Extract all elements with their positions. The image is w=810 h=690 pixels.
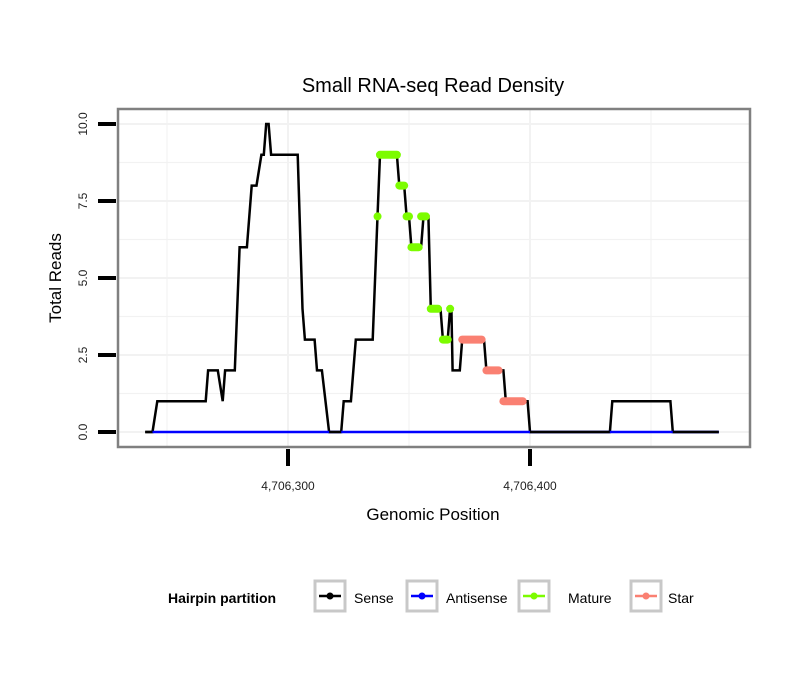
- x-tick-label: 4,706,400: [503, 479, 557, 493]
- y-tick-label: 7.5: [76, 192, 90, 209]
- legend-key-point: [326, 592, 334, 600]
- series-layer: [145, 122, 719, 434]
- y-axis: 0.0 2.5 5.0 7.5 10.0: [76, 112, 116, 440]
- y-tick-label: 0.0: [76, 423, 90, 440]
- y-tick-label: 5.0: [76, 269, 90, 286]
- legend: Hairpin partition Sense Antisense Mature St…: [168, 579, 694, 613]
- y-tick-label: 2.5: [76, 346, 90, 363]
- legend-item-sense: Sense: [313, 579, 394, 613]
- legend-key-point: [418, 592, 426, 600]
- x-axis-title: Genomic Position: [366, 505, 499, 524]
- grid-lines: [118, 109, 750, 447]
- legend-key-point: [530, 592, 538, 600]
- chart-title: Small RNA-seq Read Density: [302, 75, 564, 97]
- legend-label: Mature: [568, 590, 612, 606]
- y-tick-label: 10.0: [76, 112, 90, 136]
- legend-label: Star: [668, 590, 694, 606]
- legend-item-antisense: Antisense: [405, 579, 508, 613]
- x-tick-label: 4,706,300: [261, 479, 315, 493]
- legend-title: Hairpin partition: [168, 590, 276, 606]
- plot-panel-border: [116, 107, 752, 449]
- y-axis-title: Total Reads: [46, 233, 65, 323]
- legend-item-mature: Mature: [517, 579, 612, 613]
- legend-key-point: [642, 592, 650, 600]
- legend-label: Sense: [354, 590, 394, 606]
- legend-item-star: Star: [629, 579, 694, 613]
- x-axis: 4,706,300 4,706,400: [261, 449, 557, 493]
- legend-label: Antisense: [446, 590, 508, 606]
